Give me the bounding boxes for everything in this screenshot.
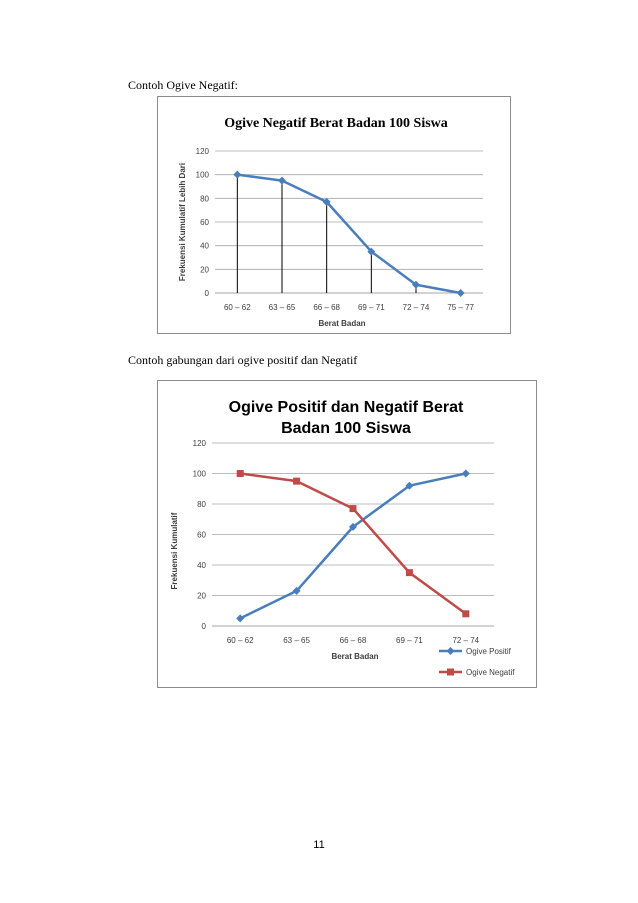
legend-marker: [447, 668, 454, 676]
data-point: [236, 614, 245, 623]
x-axis-label: Berat Badan: [331, 652, 378, 661]
data-point: [405, 569, 413, 577]
data-point: [292, 586, 301, 595]
legend-marker: [446, 647, 455, 655]
chart-title-line-2: Badan 100 Siswa: [281, 420, 411, 437]
x-tick-label: 69 – 71: [358, 303, 385, 312]
caption-ogive-negatif: Contoh Ogive Negatif:: [128, 78, 238, 92]
x-tick-label: 66 – 68: [313, 303, 340, 312]
chart-title: Ogive Negatif Berat Badan 100 Siswa: [224, 116, 448, 131]
data-point: [322, 197, 331, 206]
caption-ogive-gabungan: Contoh gabungan dari ogive positif dan N…: [128, 353, 358, 367]
y-tick-label: 40: [197, 561, 206, 570]
legend-label: Ogive Positif: [466, 647, 512, 656]
chart-ogive-gabungan: Ogive Positif dan Negatif Berat Badan 10…: [157, 380, 537, 688]
x-tick-label: 69 – 71: [396, 636, 423, 645]
page-number: 11: [313, 839, 325, 851]
data-point: [278, 176, 286, 185]
data-point: [462, 610, 470, 618]
x-tick-label: 72 – 74: [403, 303, 430, 312]
y-tick-label: 100: [193, 470, 207, 479]
data-point: [349, 522, 357, 531]
x-tick-label: 66 – 68: [340, 636, 367, 645]
chart-ogive-negatif: Ogive Negatif Berat Badan 100 Siswa 0 20 4…: [157, 96, 511, 334]
series-line-2: [240, 472, 467, 615]
data-point: [367, 247, 376, 256]
x-tick-label: 75 – 77: [447, 303, 474, 312]
y-tick-label: 0: [205, 289, 210, 298]
data-point: [349, 505, 357, 513]
chart-ogive-negatif-svg: Ogive Negatif Berat Badan 100 Siswa 0 20 4…: [178, 116, 483, 328]
y-tick-label: 20: [197, 592, 206, 601]
data-point: [405, 481, 414, 490]
x-tick-label: 72 – 74: [452, 636, 479, 645]
x-tick-label: 63 – 65: [269, 303, 296, 312]
y-tick-label: 80: [197, 500, 206, 509]
chart-ogive-gabungan-svg: Ogive Positif dan Negatif Berat Badan 10…: [170, 399, 515, 677]
y-tick-label: 40: [200, 242, 209, 251]
y-tick-label: 60: [200, 218, 209, 227]
y-axis-label: Frekuensi Kumulatif Lebih Dari: [178, 163, 187, 281]
chart-legend: Ogive Positif Ogive Negatif: [439, 647, 515, 677]
data-point: [412, 280, 420, 289]
series-line-1: [237, 173, 461, 295]
y-tick-label: 60: [197, 531, 206, 540]
data-point: [461, 469, 470, 478]
x-tick-label: 60 – 62: [227, 636, 254, 645]
data-point: [293, 477, 301, 485]
y-tick-label: 120: [196, 147, 210, 156]
legend-label: Ogive Negatif: [466, 668, 515, 677]
y-tick-label: 100: [196, 171, 210, 180]
y-tick-label: 120: [193, 439, 207, 448]
y-axis-label: Frekuensi Kumulatif: [170, 512, 179, 589]
data-point: [456, 289, 465, 297]
x-axis-label: Berat Badan: [318, 319, 365, 328]
data-point: [233, 170, 242, 179]
series-line-1: [239, 472, 467, 620]
chart-title-line-1: Ogive Positif dan Negatif Berat: [229, 399, 464, 416]
data-point: [236, 470, 244, 477]
x-tick-label: 60 – 62: [224, 303, 251, 312]
y-tick-label: 0: [202, 622, 207, 631]
x-tick-label: 63 – 65: [283, 636, 310, 645]
y-tick-label: 20: [200, 265, 209, 274]
y-tick-label: 80: [200, 194, 209, 203]
